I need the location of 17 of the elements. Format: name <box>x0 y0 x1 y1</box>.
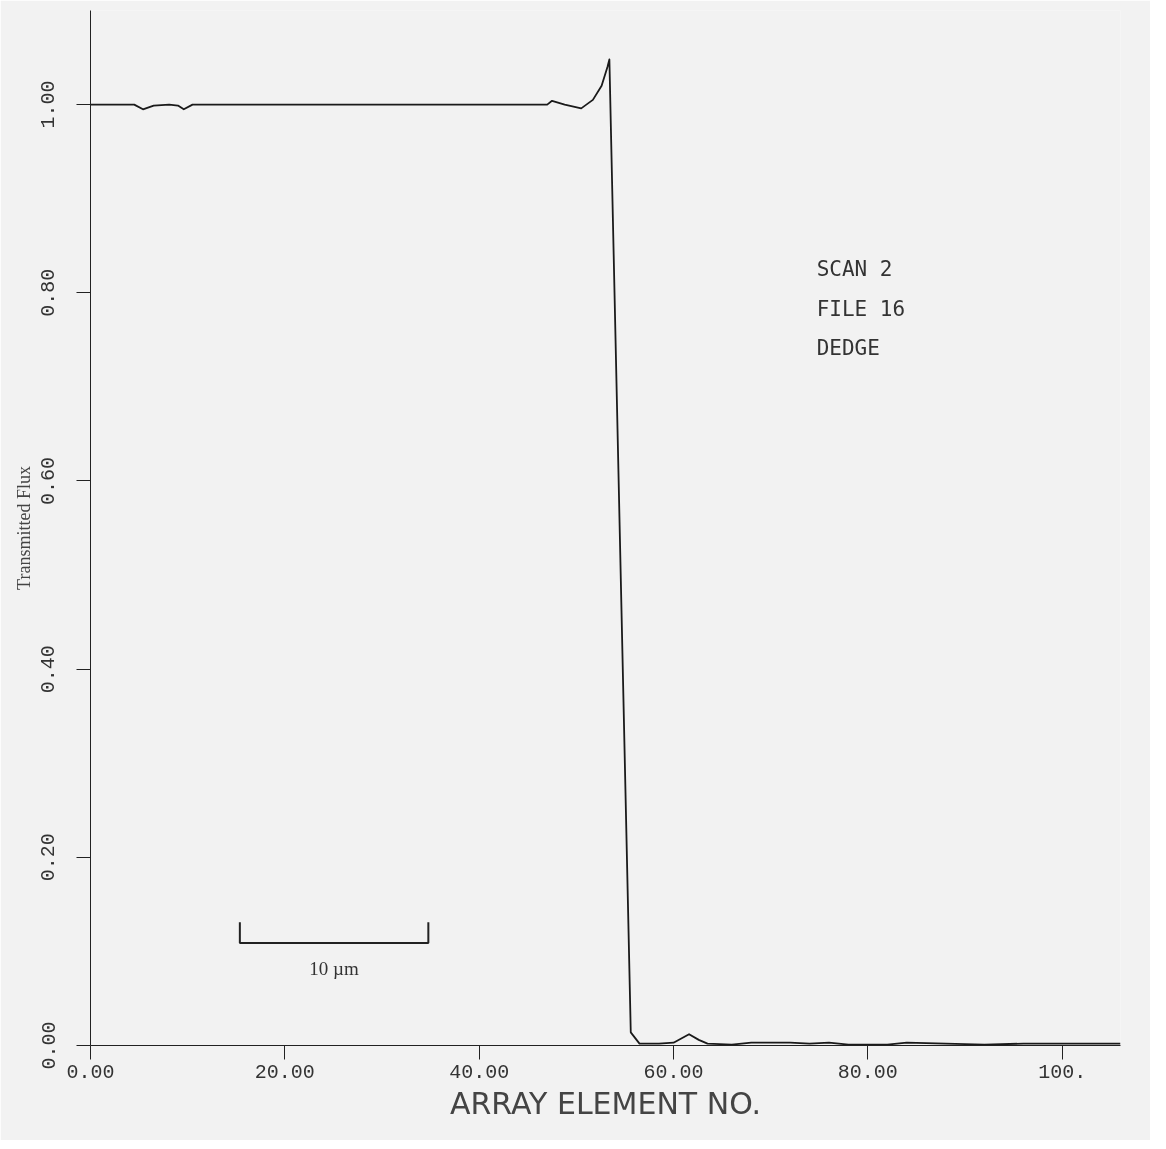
annotation: 10 µm <box>309 958 360 980</box>
x-axis-title: ARRAY ELEMENT NO. <box>449 1085 762 1121</box>
x-tick-label: 40.00 <box>449 1060 510 1084</box>
x-tick-label: 80.00 <box>837 1060 898 1084</box>
y-tick-label: 1.00 <box>37 80 61 129</box>
y-tick-label: 0.40 <box>37 645 61 694</box>
y-tick-label: 0.60 <box>37 456 61 505</box>
y-tick-label: 0.20 <box>37 833 61 882</box>
annotation: FILE 16 <box>816 296 906 321</box>
annotation: DEDGE <box>816 335 880 360</box>
x-tick-label: 20.00 <box>254 1060 315 1084</box>
x-tick-label: 0.00 <box>66 1060 115 1084</box>
y-axis-title: Transmitted Flux <box>13 466 34 590</box>
annotation: SCAN 2 <box>816 257 893 282</box>
x-tick-label: 100. <box>1038 1060 1087 1084</box>
x-tick-label: 60.00 <box>643 1060 704 1084</box>
y-tick-label: 0.80 <box>37 268 61 317</box>
